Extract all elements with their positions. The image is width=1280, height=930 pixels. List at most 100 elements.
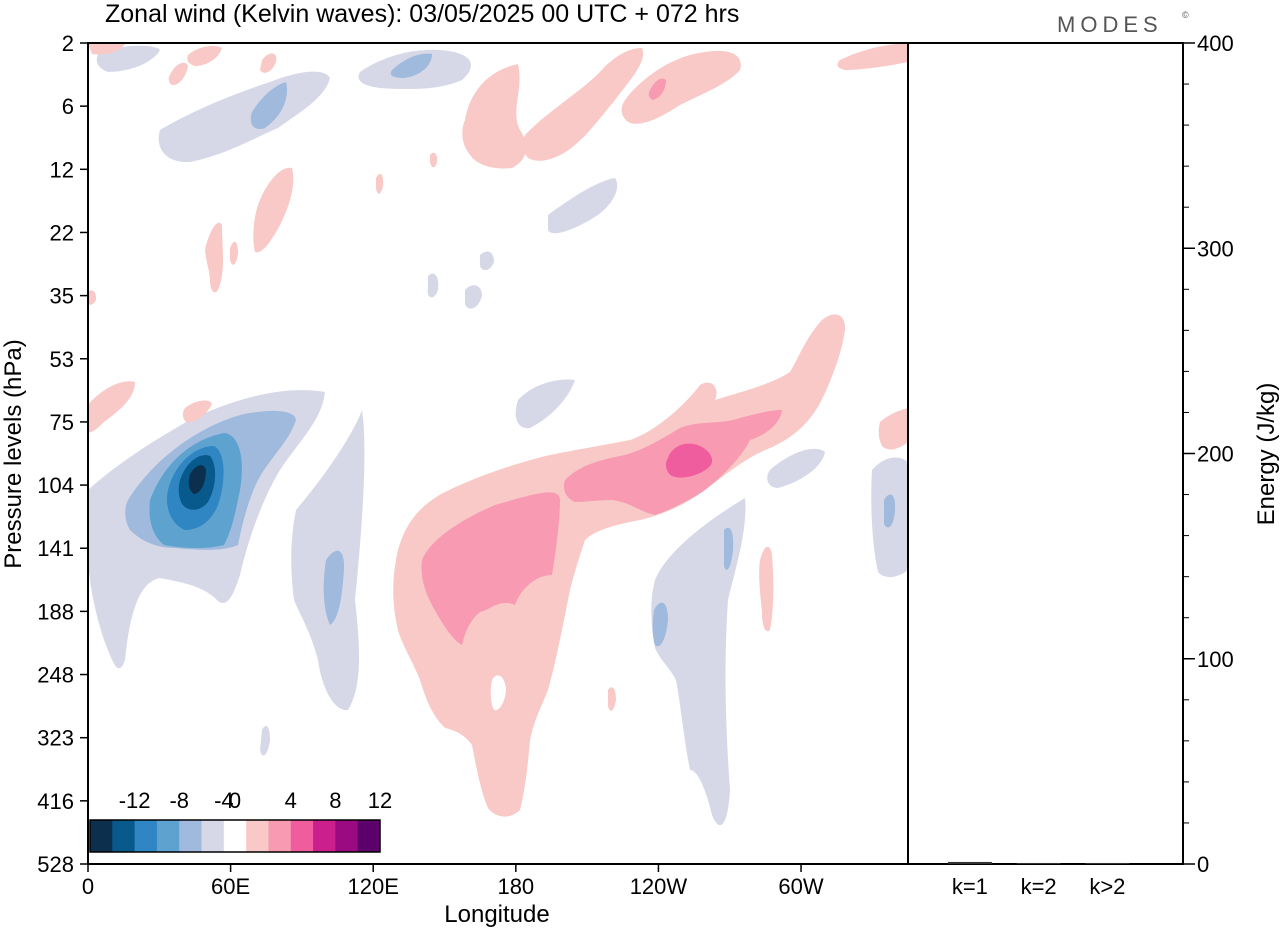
contour-region — [323, 550, 345, 625]
colorbar-swatch — [313, 820, 336, 852]
energy-tick-label: 400 — [1197, 31, 1234, 56]
contour-region — [230, 241, 238, 265]
colorbar-swatch — [134, 820, 158, 852]
wind-contours — [88, 43, 908, 826]
contour-region — [421, 492, 560, 645]
contour-region — [427, 273, 439, 298]
energy-frame — [907, 42, 1184, 865]
energy-tick-label: 0 — [1197, 852, 1209, 877]
energy-bars — [947, 861, 1130, 864]
y-tick-label: 2 — [62, 31, 74, 56]
contour-region — [390, 53, 432, 78]
x-tick-label: 60W — [778, 874, 823, 899]
contour-region — [253, 167, 294, 253]
contour-region — [665, 443, 713, 478]
colorbar-swatch — [90, 820, 113, 852]
y-tick-label: 6 — [62, 94, 74, 119]
contour-region — [158, 71, 330, 163]
contour-region — [608, 687, 616, 711]
colorbar-swatch — [357, 820, 381, 852]
y-tick-label: 12 — [50, 157, 74, 182]
contour-region — [182, 400, 212, 423]
colorbar-label: -8 — [169, 788, 189, 813]
y-tick-label: 248 — [37, 663, 74, 688]
colorbar-swatch — [246, 820, 269, 852]
contour-region — [188, 465, 206, 494]
chart-title: Zonal wind (Kelvin waves): 03/05/2025 00… — [105, 0, 739, 28]
longitude-axis: 0 60E 120E 180 120W 60W — [82, 864, 824, 899]
modes-logo: MODES — [1057, 12, 1163, 37]
contour-region — [648, 78, 666, 100]
y-axis-label: Pressure levels (hPa) — [0, 339, 27, 568]
y-tick-label: 141 — [37, 536, 74, 561]
colorbar-swatch — [335, 820, 359, 852]
x-tick-label: 120W — [630, 874, 688, 899]
energy-bar — [947, 861, 992, 864]
colorbar-label: -12 — [119, 788, 151, 813]
colorbar: -12 -8 -40 4 8 12 — [89, 788, 392, 853]
colorbar-swatch — [201, 820, 225, 852]
colorbar-swatch — [179, 820, 203, 852]
contour-region — [837, 43, 908, 70]
contour-region — [205, 222, 223, 293]
contour-region — [376, 173, 384, 194]
contour-region — [515, 379, 575, 429]
colorbar-swatch — [290, 820, 314, 852]
colorbar-swatch — [156, 820, 180, 852]
contour-region — [430, 152, 438, 168]
contour-region — [652, 602, 668, 647]
heatmap-plot: 2 6 12 22 35 53 75 104 141 188 248 323 416 528 0 60E 12… — [0, 31, 909, 928]
contour-region — [651, 498, 746, 826]
x-tick-label: 120E — [348, 874, 399, 899]
wavenumber-label: k=1 — [952, 874, 988, 899]
y-tick-label: 188 — [37, 599, 74, 624]
y-tick-label: 323 — [37, 726, 74, 751]
x-tick-label: 0 — [82, 874, 94, 899]
y-tick-label: 104 — [37, 473, 74, 498]
contour-region — [480, 251, 494, 271]
colorbar-label: 8 — [329, 788, 341, 813]
colorbar-label: 4 — [285, 788, 297, 813]
energy-axis-label: Energy (J/kg) — [1253, 383, 1280, 526]
contour-region — [884, 494, 896, 528]
x-axis-label: Longitude — [444, 901, 549, 928]
contour-region — [462, 64, 527, 169]
colorbar-swatch — [268, 820, 292, 852]
contour-region — [465, 285, 482, 309]
contour-region — [724, 527, 734, 570]
y-tick-label: 22 — [50, 220, 74, 245]
energy-plot: 0 100 200 300 400 k=1 k=2 k>2 Energy (J/kg) — [907, 31, 1280, 899]
wavenumber-label: k=2 — [1021, 874, 1057, 899]
contour-region — [522, 48, 644, 161]
x-tick-label: 180 — [497, 874, 534, 899]
colorbar-frame — [89, 819, 381, 853]
y-tick-label: 416 — [37, 789, 74, 814]
colorbar-label: -4 — [214, 788, 234, 813]
contour-region — [88, 43, 125, 55]
colorbar-swatch — [223, 820, 247, 852]
energy-axis: 0 100 200 300 400 — [1183, 31, 1234, 877]
y-tick-label: 53 — [50, 347, 74, 372]
contour-region — [490, 675, 506, 711]
logo-mark: © — [1182, 10, 1189, 20]
pressure-axis: 2 6 12 22 35 53 75 104 141 188 248 323 416 528 — [37, 31, 88, 877]
energy-tick-label: 200 — [1197, 442, 1234, 467]
energy-tick-label: 100 — [1197, 647, 1234, 672]
contour-region — [759, 546, 774, 632]
contour-region — [250, 82, 288, 130]
wavenumber-axis: k=1 k=2 k>2 — [952, 874, 1126, 899]
energy-bar — [1085, 862, 1130, 864]
contour-region — [548, 178, 618, 234]
y-tick-label: 528 — [37, 852, 74, 877]
contour-region — [621, 50, 741, 124]
contour-region — [767, 448, 825, 488]
energy-bar — [1016, 862, 1061, 864]
contour-region — [187, 46, 222, 66]
contour-region — [878, 408, 908, 450]
contour-region — [260, 725, 270, 756]
contour-region — [260, 53, 277, 73]
wavenumber-label: k>2 — [1089, 874, 1125, 899]
y-tick-label: 35 — [50, 284, 74, 309]
energy-tick-label: 300 — [1197, 236, 1234, 261]
